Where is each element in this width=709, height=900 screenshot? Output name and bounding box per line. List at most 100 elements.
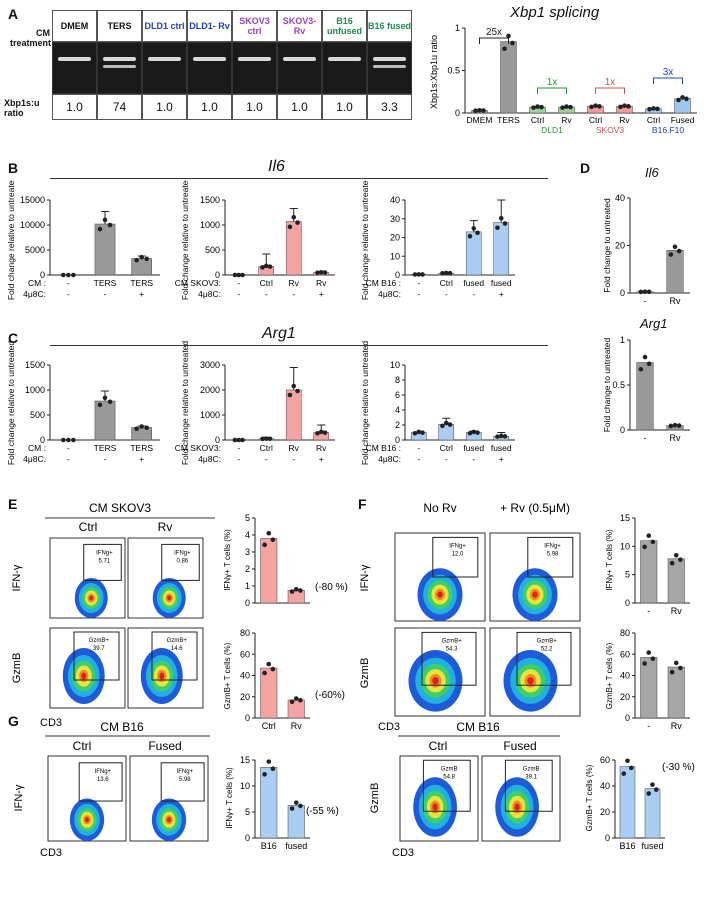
d-ylabel: Fold change to untreated (602, 198, 612, 293)
y-tick-label: 0 (395, 270, 400, 280)
data-point (289, 699, 295, 705)
y-tick-label: 5 (245, 513, 250, 523)
fold-ylabel: Fold change relative to untreated (180, 341, 190, 466)
data-point (626, 104, 631, 109)
bar (619, 766, 636, 839)
gel-table: DMEM 1.0 TERS 74 DLD1 ctrl 1.0 DLD1- Rv 1.0 SKOV… (52, 10, 412, 122)
data-point (646, 791, 652, 796)
data-point (647, 106, 652, 112)
data-point (266, 661, 272, 667)
data-point (107, 399, 113, 405)
category-label: B16 (261, 841, 277, 851)
y-tick-label: 10 (240, 781, 250, 791)
y-tick-label: 20 (240, 692, 250, 702)
bar (667, 666, 685, 719)
e-col-rv: Rv (158, 520, 173, 534)
fold-ylabel: Fold change relative to untreated (6, 180, 16, 300)
data-point (510, 40, 515, 46)
e-title: CM SKOV3 (89, 501, 151, 515)
data-point (266, 759, 272, 764)
y-tick-label: 2000 (200, 385, 220, 395)
gate-label: GzmB (523, 766, 540, 772)
bar (287, 804, 305, 839)
gel-lane-band (97, 42, 142, 94)
f-col-norv: No Rv (423, 501, 456, 515)
data-point (102, 395, 108, 401)
y-tick-label: 1000 (200, 410, 220, 420)
gate-label: GzmB+ (89, 638, 110, 644)
f-col-rv: + Rv (0.5μM) (500, 501, 570, 515)
data-point (498, 216, 504, 221)
data-point (502, 46, 507, 52)
data-point (260, 436, 265, 442)
gate-label: GzmB+ (167, 638, 188, 644)
gel-band-unspliced (103, 57, 136, 61)
data-point (71, 437, 76, 443)
data-point (678, 557, 683, 562)
data-point (293, 696, 299, 701)
bar (640, 540, 658, 604)
gel-band-spliced (373, 65, 406, 68)
d-ylabel: Fold change to untreated (602, 337, 612, 432)
data-point (651, 106, 656, 111)
data-point (625, 758, 630, 764)
data-point (684, 96, 689, 102)
data-point (650, 539, 656, 545)
density-contour (81, 672, 87, 680)
gel-lane-header: DLD1- Rv (187, 10, 232, 42)
data-point (471, 429, 477, 435)
density-contour (432, 803, 438, 811)
data-point (236, 272, 242, 278)
data-point (240, 272, 245, 278)
y-tick-label: 0 (620, 288, 625, 298)
data-point (539, 104, 544, 110)
flow-cytometry-panels: CM SKOV3 Ctrl Rv IFNg+ 5.71 IFNg+ 0.86 GzmB+ 39.… (11, 501, 695, 859)
y-tick-label: 0 (40, 270, 45, 280)
data-point (267, 436, 273, 442)
data-point (531, 105, 536, 110)
xbp1-category-label: Ctrl (647, 115, 660, 125)
gate-value: 0.86 (177, 558, 189, 564)
cm-row-value: - (237, 278, 240, 288)
gate-box (421, 631, 477, 686)
4u8c-row-value: + (319, 454, 324, 464)
data-point (262, 772, 267, 777)
gel-band-unspliced (238, 57, 271, 61)
cm-row-value: - (67, 443, 70, 453)
gate-box (516, 631, 572, 686)
gel-band-unspliced (283, 57, 316, 61)
cm-row-value: - (417, 443, 420, 453)
bar (667, 558, 685, 604)
gel-lane-header: B16 fused (367, 10, 412, 42)
data-point (646, 361, 652, 367)
y-tick-label: 0 (620, 425, 625, 435)
data-point (477, 107, 482, 113)
data-point (678, 665, 683, 671)
panel-c-label: C (8, 330, 19, 346)
density-contour (167, 595, 172, 601)
xbp1-category-label: Rv (619, 115, 630, 125)
cm-row-label: CM SKOV3: (175, 278, 221, 288)
y-tick-label: 6 (395, 390, 400, 400)
category-label: fused (641, 841, 663, 851)
gel-ratio-value: 3.3 (367, 94, 412, 120)
data-point (260, 265, 265, 270)
e-cd3-label: CD3 (40, 717, 62, 729)
data-point (287, 392, 293, 398)
cm-row-value: Ctrl (440, 278, 453, 288)
flow-y-axis-label: IFN-γ (13, 784, 25, 811)
category-label: B16 (619, 841, 635, 851)
data-point (669, 669, 675, 675)
density-contour (89, 595, 94, 601)
gate-value: 5.71 (99, 558, 111, 564)
y-tick-label: 4 (395, 405, 400, 415)
xbp1-chart-title: Xbp1 splicing (510, 4, 600, 21)
fold-label: 3x (663, 67, 674, 78)
gel-lane-band (322, 42, 367, 94)
data-point (322, 430, 328, 435)
data-point (293, 586, 299, 592)
fold-ylabel: Fold change relative to untreated (360, 180, 370, 300)
data-point (232, 272, 238, 278)
y-tick-label: 500 (205, 245, 220, 255)
il6-arg1-charts: Fold change relative to untreated 0 500 0 10… (6, 180, 690, 466)
